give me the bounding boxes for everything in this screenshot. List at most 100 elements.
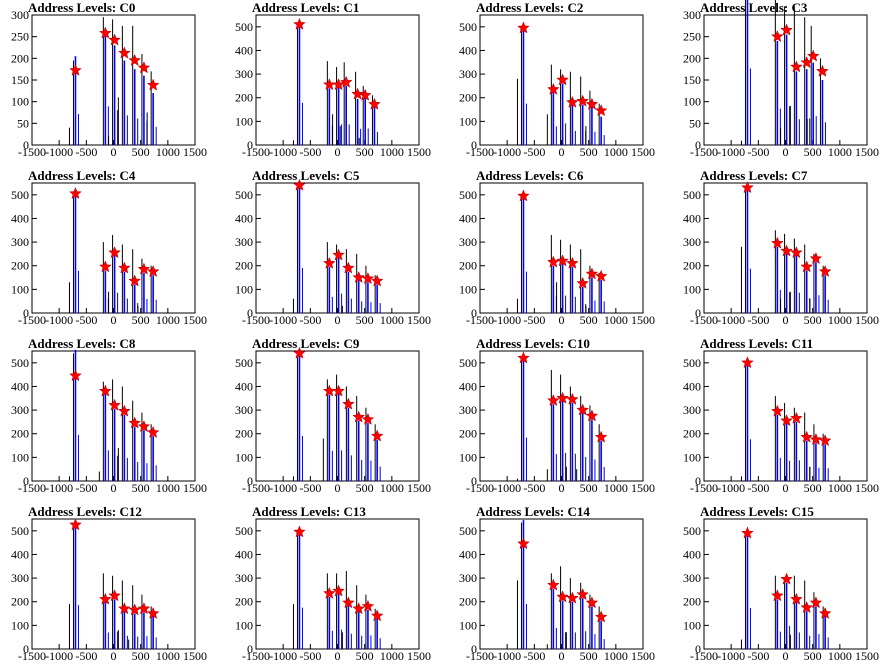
y-tick-label: 0 (471, 306, 477, 320)
histogram-panel-10: Address Levels: C10 0 100 200 300 400 500 -1500… (448, 336, 672, 504)
panel-title: Address Levels: C7 (700, 168, 808, 183)
y-tick-label: 100 (235, 282, 253, 296)
peak-marker (69, 518, 82, 531)
histogram-panel-6: Address Levels: C6 0 100 200 300 400 500 -1500-… (448, 168, 672, 336)
x-tick-label: -1000 (717, 313, 745, 327)
y-tick-label: 0 (695, 642, 701, 656)
x-tick-label: 500 (356, 649, 374, 663)
peak-marker (741, 181, 754, 194)
y-tick-label: 0 (247, 642, 253, 656)
y-tick-label: 500 (235, 524, 253, 538)
x-tick-label: 1000 (828, 649, 852, 663)
x-tick-label: 0 (335, 313, 341, 327)
peak-marker (594, 610, 608, 623)
y-tick-label: 200 (235, 427, 253, 441)
y-tick-label: 50 (17, 116, 29, 130)
x-tick-label: 1000 (828, 145, 852, 159)
peak-marker (332, 584, 345, 597)
x-tick-label: 1000 (604, 481, 628, 495)
x-tick-label: 500 (804, 481, 822, 495)
y-tick-label: 0 (247, 474, 253, 488)
panel-title: Address Levels: C0 (28, 0, 135, 15)
y-tick-label: 300 (11, 571, 29, 585)
histogram-svg: Address Levels: C80100200300400500-1500-… (11, 336, 207, 495)
y-tick-label: 400 (11, 547, 29, 561)
x-tick-label: -500 (523, 145, 545, 159)
peak-marker (128, 603, 142, 616)
y-tick-label: 0 (471, 642, 477, 656)
y-tick-label: 200 (11, 51, 29, 65)
x-tick-label: 1000 (828, 481, 852, 495)
histogram-svg: Address Levels: C0 0 50 100 150 200 250 300 -150… (11, 0, 207, 159)
peak-marker (342, 596, 355, 609)
peak-marker (358, 88, 372, 101)
x-tick-label: -1000 (45, 313, 73, 327)
peak-marker (342, 261, 355, 274)
histogram-svg: Address Levels: C10 0 100 200 300 400 500 -1500… (459, 336, 655, 495)
x-tick-label: -500 (299, 649, 321, 663)
peak-marker (137, 419, 151, 433)
peak-marker (800, 260, 814, 273)
x-tick-label: -1500 (242, 649, 270, 663)
peak-marker (128, 274, 142, 287)
y-tick-label: 300 (683, 403, 701, 417)
x-tick-label: -1000 (493, 145, 521, 159)
histogram-svg: Address Levels: C40100200300400500-1500-… (11, 168, 207, 327)
y-tick-label: 0 (695, 474, 701, 488)
peak-marker (293, 346, 306, 359)
x-tick-label: 1000 (604, 313, 628, 327)
plot-frame (31, 518, 196, 650)
peak-marker (137, 602, 151, 615)
y-tick-label: 100 (11, 450, 29, 464)
peak-marker (351, 87, 364, 100)
panel-title: Address Levels: C4 (28, 168, 136, 183)
peak-marker (69, 186, 82, 200)
x-tick-label: 1000 (156, 649, 180, 663)
plot-frame (255, 182, 420, 314)
y-tick-label: 200 (683, 427, 701, 441)
y-tick-label: 300 (235, 571, 253, 585)
x-tick-label: 1500 (407, 313, 431, 327)
plot-frame (31, 350, 196, 482)
histogram-panel-13: Address Levels: C13 0 100 200 300 400 500 -1500… (224, 504, 448, 672)
x-tick-label: 0 (783, 145, 789, 159)
y-tick-label: 100 (459, 618, 477, 632)
y-tick-label: 200 (459, 427, 477, 441)
y-tick-label: 0 (695, 138, 701, 152)
y-tick-label: 500 (11, 188, 29, 202)
x-tick-label: -1000 (493, 481, 521, 495)
y-tick-label: 150 (683, 73, 701, 87)
plot-frame (703, 350, 868, 482)
x-tick-label: 500 (356, 313, 374, 327)
x-tick-label: -1000 (269, 481, 297, 495)
plot-frame (479, 182, 644, 314)
y-tick-label: 300 (459, 403, 477, 417)
y-tick-label: 100 (11, 282, 29, 296)
y-tick-label: 300 (459, 67, 477, 81)
y-tick-label: 400 (459, 211, 477, 225)
peak-marker (809, 251, 823, 265)
x-tick-label: -1500 (690, 649, 718, 663)
y-tick-label: 400 (235, 211, 253, 225)
y-tick-label: 100 (683, 618, 701, 632)
x-tick-label: -1000 (269, 313, 297, 327)
peak-marker (556, 73, 569, 86)
y-tick-label: 500 (459, 20, 477, 34)
peak-marker (780, 414, 793, 427)
x-tick-label: -1000 (269, 649, 297, 663)
x-tick-label: 500 (580, 481, 598, 495)
x-tick-label: -500 (747, 313, 769, 327)
peak-marker (69, 369, 82, 382)
peak-marker (370, 429, 384, 442)
y-tick-label: 100 (683, 450, 701, 464)
peak-marker (594, 430, 608, 443)
y-tick-label: 100 (459, 450, 477, 464)
y-tick-label: 500 (683, 188, 701, 202)
peak-marker (517, 189, 530, 202)
peak-marker (137, 61, 151, 74)
histogram-svg: Address Levels: C60100200300400500-1500-… (459, 168, 655, 327)
peak-marker (566, 95, 579, 108)
x-tick-label: -1000 (45, 481, 73, 495)
peak-marker (566, 392, 579, 405)
